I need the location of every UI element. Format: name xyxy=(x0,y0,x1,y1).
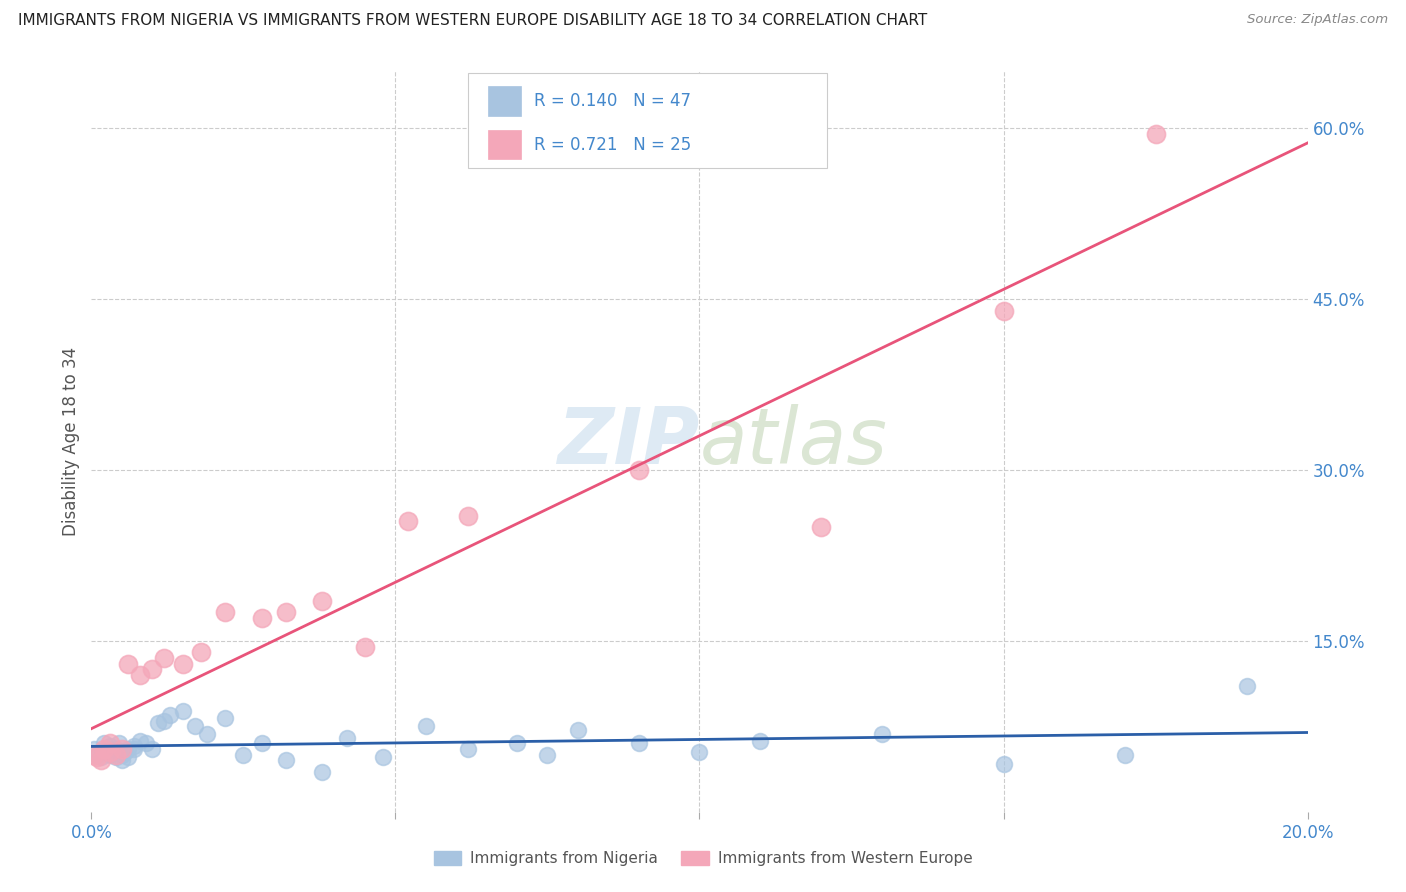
Point xyxy=(135,736,157,750)
Point xyxy=(117,657,139,671)
Y-axis label: Disability Age 18 to 34: Disability Age 18 to 34 xyxy=(62,347,80,536)
Point xyxy=(141,662,163,676)
Point xyxy=(1114,747,1136,762)
Point xyxy=(122,739,145,753)
FancyBboxPatch shape xyxy=(488,87,520,116)
Point xyxy=(993,756,1015,771)
Point xyxy=(86,747,108,762)
Point xyxy=(274,606,297,620)
Point xyxy=(83,747,105,762)
Point xyxy=(117,742,139,756)
Point xyxy=(104,742,127,756)
Point xyxy=(104,747,127,762)
Point xyxy=(117,750,139,764)
Point xyxy=(536,747,558,762)
Point xyxy=(98,736,121,750)
Point xyxy=(111,754,134,768)
Text: R = 0.140   N = 47: R = 0.140 N = 47 xyxy=(534,92,692,110)
Text: atlas: atlas xyxy=(699,403,887,480)
Point xyxy=(122,742,145,756)
Text: ZIP: ZIP xyxy=(557,403,699,480)
Point xyxy=(396,514,419,528)
Point xyxy=(89,754,111,768)
Point xyxy=(93,746,115,760)
Point xyxy=(415,719,437,733)
Point xyxy=(98,746,121,760)
Point xyxy=(457,508,479,523)
Point xyxy=(83,742,105,756)
Point xyxy=(214,711,236,725)
Point xyxy=(749,734,772,748)
Point xyxy=(96,742,118,756)
FancyBboxPatch shape xyxy=(488,130,520,160)
FancyBboxPatch shape xyxy=(468,73,827,168)
Point xyxy=(153,651,176,665)
Point xyxy=(627,463,650,477)
Text: Source: ZipAtlas.com: Source: ZipAtlas.com xyxy=(1247,13,1388,27)
Point xyxy=(98,747,121,762)
Point xyxy=(153,714,176,728)
Point xyxy=(688,746,710,760)
Point xyxy=(159,707,181,722)
Point xyxy=(311,594,333,608)
Point xyxy=(172,705,194,719)
Point xyxy=(250,611,273,625)
Point xyxy=(1144,127,1167,141)
Point xyxy=(111,747,134,762)
Text: R = 0.721   N = 25: R = 0.721 N = 25 xyxy=(534,136,692,153)
Point xyxy=(93,736,115,750)
Point xyxy=(457,742,479,756)
Point xyxy=(129,734,152,748)
Legend: Immigrants from Nigeria, Immigrants from Western Europe: Immigrants from Nigeria, Immigrants from… xyxy=(427,845,979,872)
Point xyxy=(274,754,297,768)
Point xyxy=(195,727,218,741)
Point xyxy=(148,715,170,730)
Point xyxy=(93,742,115,756)
Point xyxy=(141,742,163,756)
Point xyxy=(567,723,589,737)
Point xyxy=(214,606,236,620)
Point xyxy=(354,640,377,654)
Point xyxy=(250,736,273,750)
Point xyxy=(89,750,111,764)
Point xyxy=(506,736,529,750)
Point xyxy=(98,739,121,753)
Point xyxy=(114,746,136,760)
Point xyxy=(172,657,194,671)
Point xyxy=(101,744,124,758)
Point xyxy=(1236,680,1258,694)
Point xyxy=(373,750,395,764)
Point xyxy=(190,645,212,659)
Point xyxy=(311,764,333,779)
Point xyxy=(111,742,134,756)
Point xyxy=(336,731,359,745)
Point xyxy=(107,736,129,750)
Point xyxy=(129,668,152,682)
Point xyxy=(810,520,832,534)
Point xyxy=(627,736,650,750)
Point xyxy=(232,747,254,762)
Point xyxy=(184,719,207,733)
Text: IMMIGRANTS FROM NIGERIA VS IMMIGRANTS FROM WESTERN EUROPE DISABILITY AGE 18 TO 3: IMMIGRANTS FROM NIGERIA VS IMMIGRANTS FR… xyxy=(18,13,928,29)
Point xyxy=(86,750,108,764)
Point xyxy=(993,303,1015,318)
Point xyxy=(104,750,127,764)
Point xyxy=(870,727,893,741)
